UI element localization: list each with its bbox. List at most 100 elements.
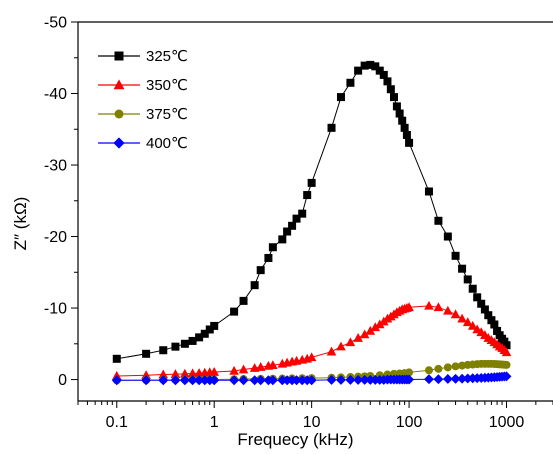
data-point (209, 366, 220, 376)
data-point (291, 375, 302, 386)
data-point (306, 352, 317, 362)
data-point (187, 368, 198, 378)
data-point (404, 302, 414, 312)
data-point (142, 349, 151, 358)
data-point (395, 109, 404, 118)
legend-item: 375℃ (98, 106, 188, 123)
data-point (424, 300, 434, 310)
data-point (336, 374, 346, 385)
data-point (326, 374, 337, 385)
data-point (264, 253, 273, 262)
data-point (434, 216, 443, 225)
data-point (170, 375, 181, 386)
legend-marker (114, 109, 124, 119)
y-tick-label: -30 (44, 158, 67, 175)
x-axis-label: Frequecy (kHz) (237, 430, 353, 449)
legend-item: 325℃ (98, 48, 188, 65)
data-point (268, 243, 277, 252)
data-point (188, 336, 197, 345)
data-point (288, 221, 297, 230)
legend-marker (113, 137, 125, 149)
data-point (383, 77, 392, 86)
data-point (501, 347, 512, 357)
legend: 325℃ 350℃ 375℃ 400℃ (98, 48, 188, 152)
data-point (450, 309, 461, 319)
data-point (229, 375, 240, 386)
data-point (443, 305, 453, 315)
data-point (326, 346, 337, 356)
legend-marker (113, 79, 125, 90)
data-point (255, 361, 266, 371)
data-point (374, 319, 385, 329)
y-axis-label: Z″ (kΩ) (11, 197, 30, 251)
data-point (282, 375, 293, 386)
series-1 (112, 60, 511, 363)
data-point (405, 368, 414, 377)
series-2 (111, 300, 512, 380)
data-point (292, 214, 301, 223)
data-point (457, 373, 468, 384)
data-point (353, 333, 363, 342)
data-point (353, 374, 364, 385)
data-point (298, 209, 307, 218)
data-point (354, 66, 363, 75)
x-tick-label: 10 (303, 414, 321, 431)
data-point (141, 370, 151, 380)
data-point (205, 325, 214, 334)
legend-item: 350℃ (98, 77, 188, 94)
data-point (238, 375, 249, 386)
y-axis-ticks: 0 -10 -20 -30 -40 -50 (44, 15, 78, 389)
x-tick-label: 1 (210, 414, 219, 431)
data-point (493, 326, 502, 335)
data-point (112, 354, 121, 363)
data-point (303, 191, 312, 200)
legend-label: 350℃ (146, 77, 188, 94)
data-point (473, 293, 482, 302)
data-point (238, 364, 249, 374)
data-point (199, 375, 210, 386)
y-tick-label: 0 (58, 372, 67, 389)
data-point (433, 302, 444, 312)
data-point (268, 360, 278, 370)
data-point (458, 264, 467, 273)
data-point (256, 266, 265, 275)
x-axis-ticks: 0.1 1 10 100 1000 (77, 401, 553, 431)
data-point (158, 375, 169, 386)
data-point (398, 116, 407, 125)
data-point (346, 78, 355, 87)
data-point (392, 102, 401, 111)
data-point (230, 307, 239, 316)
x-tick-label: 0.1 (106, 414, 128, 431)
data-point (468, 284, 477, 293)
legend-item: 400℃ (98, 135, 188, 152)
data-point (462, 317, 473, 327)
data-point (297, 375, 308, 386)
data-point (424, 187, 433, 196)
data-point (404, 374, 415, 385)
data-point (195, 333, 204, 342)
data-point (502, 341, 511, 350)
data-point (249, 375, 260, 386)
data-point (210, 321, 219, 330)
data-point (306, 375, 317, 386)
data-point (170, 369, 181, 378)
data-point (484, 311, 493, 320)
x-tick-label: 100 (396, 414, 423, 431)
data-point (386, 85, 395, 94)
data-point (451, 362, 460, 371)
data-point (179, 375, 190, 386)
data-point (480, 305, 489, 314)
data-point (477, 299, 486, 308)
data-point (250, 281, 259, 290)
data-point (255, 375, 266, 386)
data-point (278, 235, 287, 244)
data-point (111, 375, 122, 386)
legend-label: 325℃ (146, 48, 188, 65)
data-point (336, 341, 346, 351)
data-point (229, 365, 239, 375)
data-point (359, 329, 370, 339)
y-tick-label: -20 (44, 229, 67, 246)
data-point (327, 123, 336, 132)
data-point (360, 61, 369, 70)
data-point (158, 369, 169, 379)
